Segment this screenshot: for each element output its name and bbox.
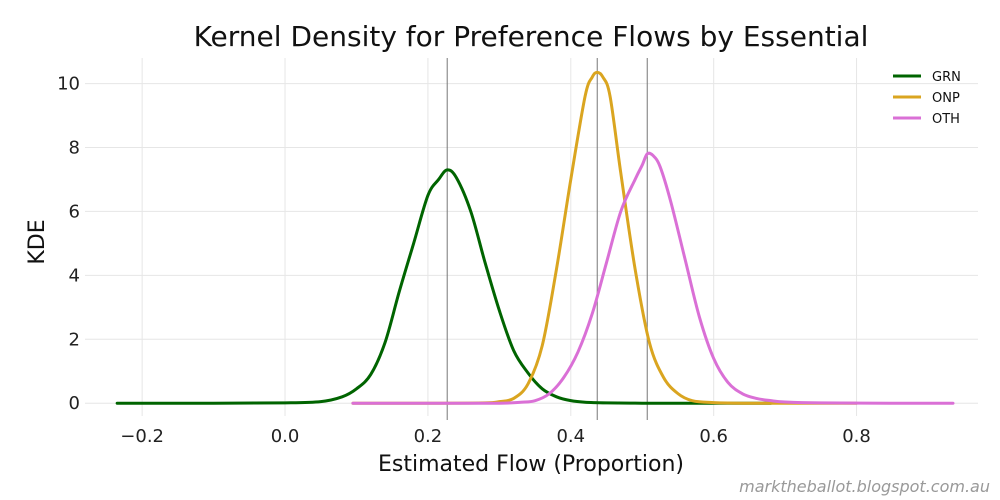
y-tick-label: 0: [69, 393, 80, 414]
reference-lines: [446, 58, 648, 420]
series-line-grn: [115, 168, 773, 405]
x-tick-label: 0.4: [556, 426, 585, 447]
y-axis-ticks: 0 2 4 6 8 10: [57, 74, 80, 415]
series-line-oth: [351, 151, 955, 405]
y-tick-label: 10: [57, 74, 80, 95]
y-tick-label: 2: [69, 329, 80, 350]
series-group: [115, 70, 955, 405]
legend-label-onp: ONP: [932, 91, 960, 106]
legend-label-grn: GRN: [932, 70, 961, 85]
y-tick-label: 6: [69, 201, 80, 222]
series-line-onp: [351, 70, 859, 405]
x-tick-label: 0.2: [414, 426, 443, 447]
grid: [85, 58, 978, 416]
x-tick-label: 0.6: [699, 426, 728, 447]
x-axis-ticks: −0.2 0.0 0.2 0.4 0.6 0.8: [120, 426, 871, 447]
x-tick-label: −0.2: [120, 426, 164, 447]
x-axis-label: Estimated Flow (Proportion): [378, 452, 684, 477]
watermark: marktheballot.blogspot.com.au: [739, 477, 990, 496]
y-axis-label: KDE: [25, 219, 50, 264]
legend: GRN ONP OTH: [893, 70, 961, 127]
legend-label-oth: OTH: [932, 112, 960, 127]
chart-title: Kernel Density for Preference Flows by E…: [194, 20, 869, 53]
y-tick-label: 4: [69, 265, 80, 286]
x-tick-label: 0.8: [842, 426, 871, 447]
y-tick-label: 8: [69, 138, 80, 159]
x-tick-label: 0.0: [271, 426, 300, 447]
